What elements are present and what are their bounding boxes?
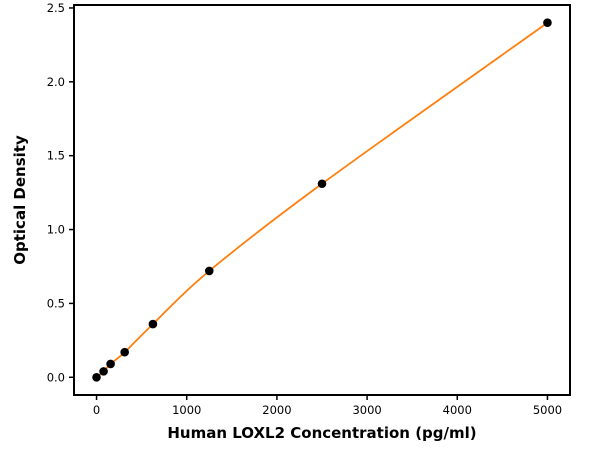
fit-curve	[95, 21, 549, 379]
y-axis-label: Optical Density	[11, 135, 29, 265]
x-tick-label: 1000	[172, 403, 201, 417]
data-point	[148, 319, 158, 329]
data-point	[106, 359, 115, 369]
y-tick-label: 1.5	[47, 149, 65, 163]
x-tick-label: 3000	[352, 403, 381, 417]
x-tick-label: 4000	[443, 403, 472, 417]
y-tick-label: 2.5	[47, 1, 65, 15]
x-tick-label: 5000	[533, 403, 562, 417]
y-tick-label: 0.0	[47, 370, 65, 384]
x-tick-label: 0	[93, 403, 100, 417]
data-point	[120, 347, 129, 357]
data-point	[543, 18, 552, 28]
x-tick-label: 2000	[262, 403, 291, 417]
y-tick-label: 2.0	[47, 75, 65, 89]
data-point	[92, 372, 101, 382]
y-tick-label: 0.5	[47, 296, 65, 310]
data-point	[317, 179, 327, 189]
y-tick-label: 1.0	[47, 223, 65, 237]
plot-frame	[73, 4, 571, 396]
data-point	[204, 266, 214, 276]
data-point	[99, 367, 108, 376]
x-axis-label: Human LOXL2 Concentration (pg/ml)	[167, 424, 477, 442]
